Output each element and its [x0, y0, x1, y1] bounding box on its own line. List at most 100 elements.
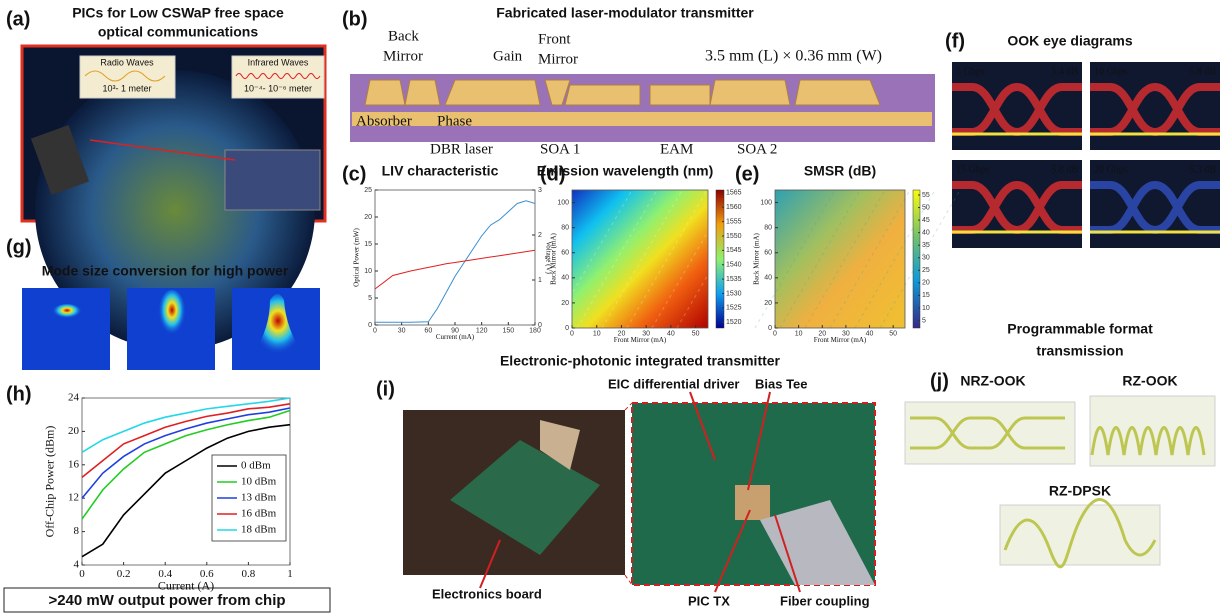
eye-rate: 15 Gbps: [956, 164, 990, 175]
panel-title: SMSR (dB): [804, 163, 876, 179]
panel-title: OOK eye diagrams: [1007, 33, 1132, 49]
colorbar-tick-label: 15: [922, 292, 930, 299]
colorbar-tick-label: 20: [922, 280, 930, 287]
back-mirror: Mirror: [383, 48, 423, 64]
legend-label: 16 dBm: [241, 508, 277, 520]
y-tick-label: 5: [368, 295, 372, 302]
y-tick-label: 24: [68, 392, 80, 404]
panel-label: (h): [6, 383, 32, 405]
y2-tick-label: 0: [538, 322, 542, 329]
eye-extinction: 5.8 dB: [1051, 164, 1078, 175]
y-axis-label: Back Mirror (mA): [549, 232, 557, 284]
y-tick-label: 20: [764, 300, 772, 307]
soa1: SOA 1: [540, 141, 580, 157]
panel-label: (g): [6, 236, 32, 258]
x-axis-label: Front Mirror (mA): [814, 336, 867, 344]
y-tick-label: 8: [74, 525, 80, 537]
soa2: SOA 2: [737, 141, 777, 157]
x-tick-label: 50: [692, 330, 700, 337]
panel-label: (j): [930, 370, 949, 392]
panel-title: Mode size conversion for high power: [42, 263, 289, 279]
chip-size: 3.5 mm (L) × 0.36 mm (W): [705, 48, 882, 65]
radio-label: Radio Waves: [100, 57, 154, 67]
x-tick-label: 40: [866, 330, 874, 337]
panel-title: LIV characteristic: [382, 163, 499, 179]
y-tick-label: 60: [764, 250, 772, 257]
colorbar: [716, 190, 724, 328]
colorbar-tick-label: 1560: [726, 204, 742, 211]
legend-label: 0 dBm: [241, 460, 271, 472]
x-tick-label: 1: [287, 568, 293, 580]
colorbar-tick-label: 45: [922, 217, 930, 224]
panel-label: (e): [735, 163, 759, 185]
mode-images: [22, 288, 320, 370]
pic-tx-label: PIC TX: [688, 593, 730, 608]
panel-title: Emission wavelength (nm): [537, 163, 714, 179]
colorbar-tick-label: 1525: [726, 305, 742, 312]
dbr-laser: DBR laser: [430, 141, 493, 157]
colorbar-tick-label: 1530: [726, 290, 742, 297]
colorbar: [913, 190, 920, 328]
panel-title: PICs for Low CSWaP free space: [72, 5, 284, 21]
y-tick-label: 12: [68, 492, 79, 504]
x-tick-label: 0: [773, 330, 777, 337]
legend-label: 18 dBm: [241, 524, 277, 536]
series-line: [375, 201, 535, 322]
x-tick-label: 30: [398, 327, 406, 334]
chip-photo: [350, 74, 935, 142]
x-tick-label: 40: [667, 330, 675, 337]
format-label: RZ-DPSK: [1049, 483, 1111, 499]
colorbar-tick-label: 10: [922, 305, 930, 312]
colorbar-tick-label: 40: [922, 229, 930, 236]
caption: >240 mW output power from chip: [48, 592, 285, 609]
scope-traces: [905, 396, 1215, 567]
eam: EAM: [660, 141, 693, 157]
colorbar-tick-label: 30: [922, 255, 930, 262]
y-tick-label: 15: [364, 241, 372, 248]
x-tick-label: 50: [889, 330, 897, 337]
eic-label: EIC differential driver: [608, 376, 739, 391]
y-tick-label: 80: [561, 224, 569, 231]
colorbar-tick-label: 1535: [726, 276, 742, 283]
panel-label: (c): [342, 163, 366, 185]
y-axis-label: Off-Chip Power (dBm): [43, 426, 57, 538]
x-tick-label: 120: [476, 327, 488, 334]
eye-rate: 20 Gbps: [1094, 164, 1128, 175]
y2-tick-label: 3: [538, 187, 542, 194]
radio-range: 10³- 1 meter: [102, 83, 151, 93]
back-mirror: Back: [388, 28, 419, 44]
x-tick-label: 150: [502, 327, 514, 334]
colorbar-tick-label: 1550: [726, 233, 742, 240]
colorbar-tick-label: 1545: [726, 247, 742, 254]
y-tick-label: 4: [74, 559, 80, 571]
board-photos: [403, 392, 875, 592]
y-tick-label: 20: [68, 425, 80, 437]
eye-extinction: 5.8 dB: [1189, 66, 1216, 77]
y-tick-label: 100: [760, 199, 772, 206]
y-tick-label: 100: [557, 199, 569, 206]
y-tick-label: 40: [561, 275, 569, 282]
y-tick-label: 0: [565, 325, 569, 332]
panel-title: optical communications: [98, 24, 258, 40]
figure: (a) PICs for Low CSWaP free space optica…: [0, 0, 1222, 613]
colorbar-tick-label: 1520: [726, 319, 742, 326]
colorbar-tick-label: 1540: [726, 262, 742, 269]
legend-label: 10 dBm: [241, 476, 277, 488]
panel-title: Fabricated laser-modulator transmitter: [496, 5, 754, 21]
x-tick-label: 60: [424, 327, 432, 334]
format-label: RZ-OOK: [1122, 373, 1177, 389]
phase: Phase: [437, 113, 472, 129]
x-tick-label: 0: [373, 327, 377, 334]
y-tick-label: 10: [364, 268, 372, 275]
panel-label: (f): [945, 30, 965, 52]
y-tick-label: 20: [561, 300, 569, 307]
colorbar-tick-label: 25: [922, 267, 930, 274]
x-tick-label: 0.2: [117, 568, 131, 580]
front-mirror: Mirror: [538, 51, 578, 67]
legend-label: 13 dBm: [241, 492, 277, 504]
format-label: NRZ-OOK: [960, 373, 1025, 389]
y-axis-label: Optical Power (mW): [352, 227, 360, 286]
absorber: Absorber: [356, 113, 412, 129]
infrared-label: Infrared Waves: [248, 57, 309, 67]
bias-tee-label: Bias Tee: [755, 376, 808, 391]
